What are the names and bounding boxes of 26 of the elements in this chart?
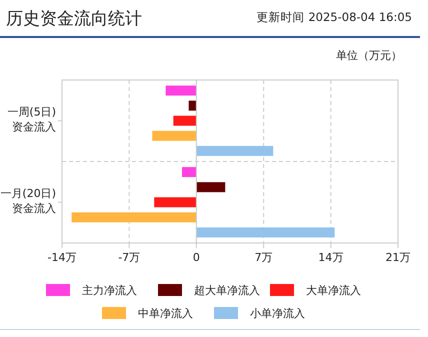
legend-label: 大单净流入 bbox=[306, 284, 361, 297]
legend-label: 主力净流入 bbox=[82, 284, 137, 297]
bar bbox=[173, 116, 196, 126]
bar bbox=[166, 86, 196, 96]
bar bbox=[188, 100, 196, 111]
chart-subtitle: 更新时间 2025-08-04 16:05 bbox=[256, 10, 412, 24]
bar bbox=[72, 212, 196, 222]
x-tick-label: 7万 bbox=[254, 251, 273, 264]
x-tick-label: 14万 bbox=[318, 251, 344, 264]
legend-label: 超大单净流入 bbox=[194, 284, 260, 297]
text: 单位（万元） bbox=[336, 49, 402, 62]
bar bbox=[196, 146, 274, 156]
y-tick-label: 一月(20日) 资金流入 bbox=[0, 186, 56, 215]
x-tick-label: -7万 bbox=[118, 251, 140, 264]
x-tick-label: 21万 bbox=[386, 251, 410, 264]
x-tick-label: 0 bbox=[192, 251, 200, 264]
bar bbox=[196, 182, 226, 192]
bar bbox=[182, 167, 196, 178]
legend-label: 中单净流入 bbox=[138, 307, 193, 320]
chart-title: 历史资金流向统计 bbox=[6, 9, 142, 29]
y-tick-label: 一周(5日) 资金流入 bbox=[7, 105, 56, 134]
bar bbox=[152, 130, 196, 141]
bar bbox=[196, 227, 335, 238]
x-tick-label: -14万 bbox=[48, 251, 76, 264]
bar bbox=[154, 197, 196, 208]
legend-label: 小单净流入 bbox=[250, 307, 305, 320]
